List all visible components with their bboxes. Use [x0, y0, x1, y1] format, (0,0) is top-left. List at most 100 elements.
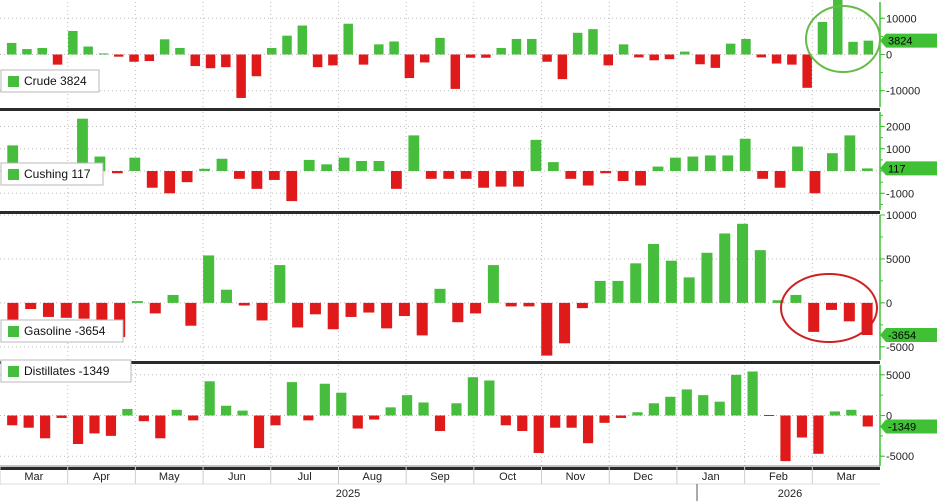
month-label: Sep	[430, 471, 450, 483]
bar	[617, 171, 629, 182]
bar	[714, 401, 725, 416]
bar	[599, 415, 610, 423]
panel-separator	[0, 361, 880, 364]
bar	[582, 415, 594, 444]
month-label: May	[159, 471, 180, 483]
bar	[451, 403, 462, 416]
bar	[373, 161, 385, 172]
bar	[467, 377, 479, 416]
bar	[725, 43, 736, 55]
bar	[7, 145, 19, 172]
bar	[221, 405, 232, 416]
bar	[557, 54, 568, 80]
bar	[181, 171, 193, 183]
legend-frame	[0, 319, 124, 343]
year-label: 2026	[778, 488, 802, 500]
bar	[829, 411, 840, 416]
bar	[576, 302, 588, 309]
bar	[572, 32, 583, 55]
bar	[425, 171, 437, 179]
bar	[774, 171, 786, 188]
bar	[757, 171, 769, 179]
bar	[7, 415, 18, 426]
bar	[612, 280, 624, 303]
bar	[530, 139, 542, 172]
bar	[25, 302, 37, 310]
bar	[687, 156, 699, 172]
legend: Distillates -1349	[0, 359, 132, 383]
bar	[363, 302, 375, 313]
bar	[321, 164, 333, 172]
bar	[89, 415, 100, 434]
highlight-circle	[805, 5, 881, 73]
month-label: Jul	[298, 471, 312, 483]
month-label: Mar	[24, 471, 43, 483]
bar	[737, 223, 749, 303]
bar	[149, 302, 161, 314]
last-value-label: -3654	[888, 330, 916, 342]
bar	[747, 371, 758, 416]
bar	[481, 54, 491, 58]
bar	[731, 374, 742, 416]
bar	[484, 380, 495, 416]
bar	[809, 171, 821, 194]
bar	[203, 255, 215, 303]
bar	[401, 395, 413, 416]
bar	[527, 38, 537, 55]
bar	[756, 54, 767, 58]
month-label: Jun	[228, 471, 246, 483]
y-tick-label: 0	[886, 50, 892, 62]
bar	[825, 302, 838, 310]
bar	[7, 302, 19, 334]
bar	[72, 415, 84, 445]
bar	[419, 54, 430, 63]
bar	[416, 302, 428, 336]
bar	[352, 415, 363, 429]
bar	[6, 42, 17, 55]
bar	[303, 415, 314, 421]
bar	[683, 277, 695, 303]
bar	[450, 54, 461, 89]
legend-frame	[0, 162, 104, 186]
panel-separator	[0, 467, 880, 470]
bar	[833, 0, 843, 55]
bar	[844, 135, 856, 172]
year-label: 2025	[336, 488, 360, 500]
bar	[52, 54, 63, 65]
bar	[704, 155, 716, 172]
bar	[188, 415, 199, 421]
legend-frame	[0, 69, 100, 93]
bar	[303, 159, 315, 172]
bar	[42, 302, 55, 317]
bar	[171, 409, 182, 416]
bar	[56, 415, 67, 418]
bar	[790, 294, 802, 303]
y-tick-label: 10000	[886, 210, 917, 222]
legend-swatch	[8, 76, 19, 87]
legend: Crude 3824	[0, 69, 100, 93]
bar	[83, 46, 93, 55]
bar	[523, 302, 535, 307]
bar	[292, 302, 304, 328]
bar	[221, 54, 231, 68]
bar	[722, 155, 734, 172]
legend-swatch	[8, 366, 19, 377]
bar	[40, 415, 51, 439]
bar	[408, 135, 420, 172]
month-label: Nov	[566, 471, 586, 483]
bar	[122, 408, 133, 416]
bar	[185, 302, 197, 326]
bar	[167, 294, 179, 303]
bar	[175, 47, 185, 55]
bar	[513, 171, 524, 187]
bar	[680, 51, 690, 55]
bar	[327, 302, 339, 330]
bar	[251, 54, 262, 77]
bar	[274, 265, 286, 303]
last-value-marker	[880, 33, 937, 48]
bar	[739, 138, 751, 172]
bar	[681, 389, 692, 416]
